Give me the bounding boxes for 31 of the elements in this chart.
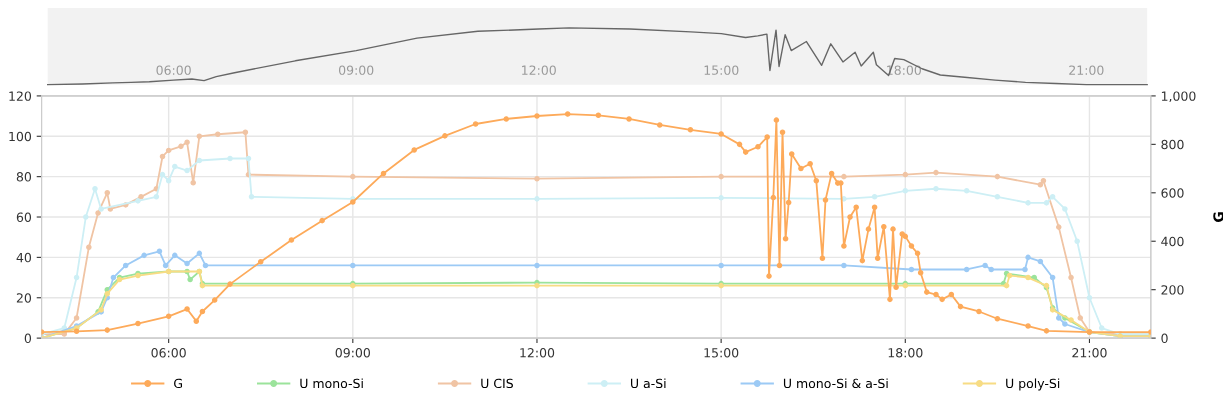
- x-tick-label: 12:00: [522, 65, 556, 75]
- x-tick-label: 09:00: [339, 65, 374, 75]
- x-tick-label: 21:00: [1072, 348, 1107, 358]
- legend-label: U mono-Si: [300, 378, 363, 389]
- y2-tick-label: 200: [1161, 285, 1184, 295]
- x-tick-label: 06:00: [151, 348, 186, 358]
- y2-tick-label: 400: [1161, 236, 1184, 247]
- y2-axis-title: G: [1213, 212, 1223, 223]
- y-tick-label: 40: [16, 252, 32, 263]
- legend-label: U mono-Si & a-Si: [783, 378, 888, 389]
- y2-tick-label: 800: [1161, 139, 1184, 150]
- x-tick-label: 21:00: [1069, 65, 1104, 75]
- x-tick-label: 12:00: [520, 348, 555, 358]
- y-tick-label: 120: [9, 91, 32, 101]
- y2-tick-label: 0: [1161, 333, 1168, 344]
- y-tick-label: 60: [16, 212, 32, 222]
- y-tick-label: 80: [16, 172, 32, 182]
- x-tick-label: 15:00: [704, 65, 739, 75]
- y2-tick-label: 600: [1161, 188, 1184, 198]
- y-tick-label: 20: [16, 293, 32, 303]
- legend-label: U a-Si: [631, 378, 666, 389]
- legend-label: U CIS: [481, 378, 513, 389]
- x-tick-label: 06:00: [156, 65, 191, 75]
- x-tick-label: 18:00: [888, 348, 923, 358]
- legend-label: U poly-Si: [1006, 378, 1060, 391]
- y2-tick-label: 1,000: [1161, 91, 1196, 103]
- y-tick-label: 0: [24, 333, 32, 344]
- legend-label: G: [174, 378, 182, 389]
- x-tick-label: 15:00: [704, 348, 739, 358]
- x-tick-label: 09:00: [335, 348, 370, 358]
- y-tick-label: 100: [9, 131, 32, 142]
